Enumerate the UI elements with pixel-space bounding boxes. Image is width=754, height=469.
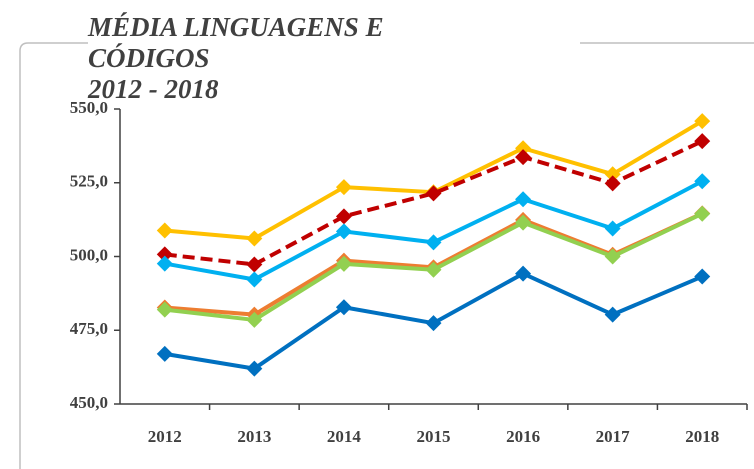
- data-point: [156, 255, 173, 272]
- data-point: [335, 223, 352, 240]
- data-point: [156, 301, 173, 318]
- x-tick-label: 2017: [596, 427, 631, 446]
- data-point: [246, 271, 263, 288]
- data-point: [604, 220, 621, 237]
- x-tick-label: 2014: [327, 427, 362, 446]
- x-tick-label: 2012: [148, 427, 182, 446]
- data-point: [246, 230, 263, 247]
- data-point: [515, 214, 532, 231]
- data-point: [425, 185, 442, 202]
- data-point: [156, 345, 173, 362]
- data-point: [515, 140, 532, 157]
- data-point: [246, 360, 263, 377]
- data-point: [694, 133, 711, 150]
- data-point: [335, 208, 352, 225]
- y-tick-label: 475,0: [70, 319, 108, 338]
- data-point: [515, 191, 532, 208]
- chart-subtitle: 2012 - 2018: [88, 74, 219, 104]
- x-tick-label: 2015: [417, 427, 451, 446]
- data-point: [515, 265, 532, 282]
- y-tick-label: 550,0: [70, 98, 108, 117]
- data-point: [335, 299, 352, 316]
- data-point: [156, 222, 173, 239]
- data-point: [694, 173, 711, 190]
- y-tick-label: 525,0: [70, 172, 108, 191]
- data-point: [425, 261, 442, 278]
- data-point: [425, 234, 442, 251]
- data-point: [246, 311, 263, 328]
- data-point: [425, 315, 442, 332]
- data-point: [604, 306, 621, 323]
- data-point: [694, 268, 711, 285]
- x-tick-label: 2013: [237, 427, 271, 446]
- data-point: [604, 248, 621, 265]
- data-point: [604, 166, 621, 183]
- data-point: [335, 255, 352, 272]
- data-point: [335, 179, 352, 196]
- y-tick-label: 500,0: [70, 245, 108, 264]
- data-point: [156, 246, 173, 263]
- data-point: [604, 175, 621, 192]
- x-tick-label: 2016: [506, 427, 540, 446]
- frame: [19, 42, 88, 469]
- x-tick-label: 2018: [685, 427, 719, 446]
- data-point: [694, 113, 711, 130]
- data-point: [515, 149, 532, 166]
- chart-title: MÉDIA LINGUAGENS E CÓDIGOS: [88, 12, 384, 73]
- data-point: [694, 205, 711, 222]
- y-tick-label: 450,0: [70, 393, 108, 412]
- data-point: [246, 256, 263, 273]
- series-line: [164, 119, 704, 241]
